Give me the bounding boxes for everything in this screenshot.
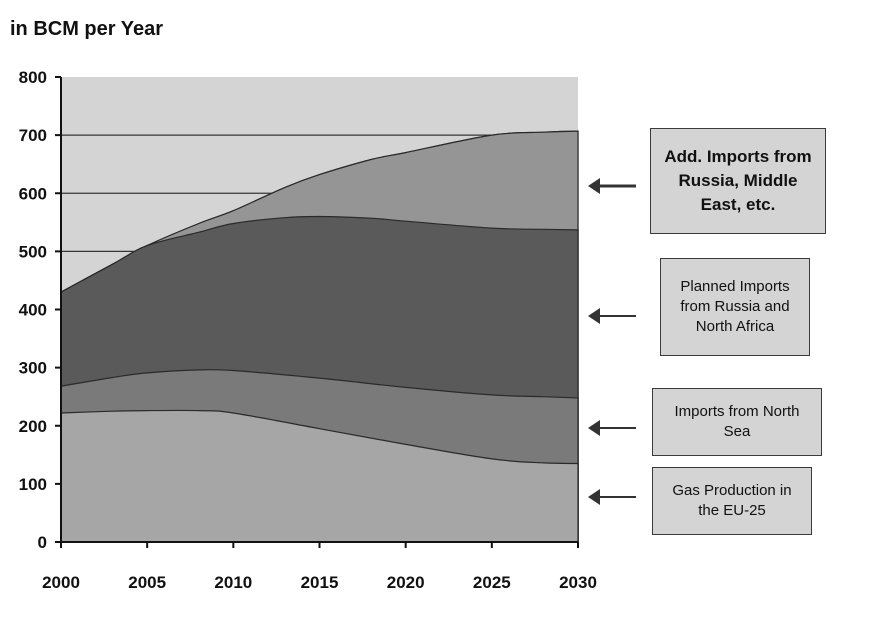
x-tick-label-1: 2005	[128, 573, 166, 592]
x-tick-label-2: 2010	[214, 573, 252, 592]
callout-north-sea-text: Imports from North Sea	[674, 403, 800, 440]
y-tick-label-4: 400	[19, 301, 47, 320]
y-tick-label-5: 500	[19, 242, 47, 261]
y-tick-label-6: 600	[19, 184, 47, 203]
y-axis-unit-label: in BCM per Year	[10, 18, 164, 40]
x-tick-label-0: 2000	[42, 573, 80, 592]
x-tick-label-3: 2015	[301, 573, 339, 592]
callout-add-imports: Add. Imports from Russia, Middle East, e…	[650, 128, 826, 234]
y-tick-label-1: 100	[19, 475, 47, 494]
y-tick-label-2: 200	[19, 417, 47, 436]
x-tick-label-4: 2020	[387, 573, 425, 592]
callout-arrow-head-1	[588, 308, 600, 324]
callout-arrow-head-0	[588, 178, 600, 194]
callout-eu-production: Gas Production in the EU-25	[652, 467, 812, 535]
callout-planned-imports: Planned Imports from Russia and North Af…	[660, 258, 810, 356]
y-tick-label-0: 0	[38, 533, 47, 552]
callout-north-sea: Imports from North Sea	[652, 388, 822, 456]
y-tick-label-8: 800	[19, 68, 47, 87]
callout-arrow-head-3	[588, 489, 600, 505]
x-tick-label-6: 2030	[559, 573, 597, 592]
callout-planned-imports-text: Planned Imports from Russia and North Af…	[680, 278, 790, 335]
callout-arrow-head-2	[588, 420, 600, 436]
area-band-overlay-0	[60, 409, 579, 543]
y-tick-label-3: 300	[19, 359, 47, 378]
callout-eu-production-text: Gas Production in the EU-25	[672, 482, 792, 519]
y-tick-label-7: 700	[19, 126, 47, 145]
callout-add-imports-text: Add. Imports from Russia, Middle East, e…	[664, 147, 812, 214]
x-tick-label-5: 2025	[473, 573, 511, 592]
